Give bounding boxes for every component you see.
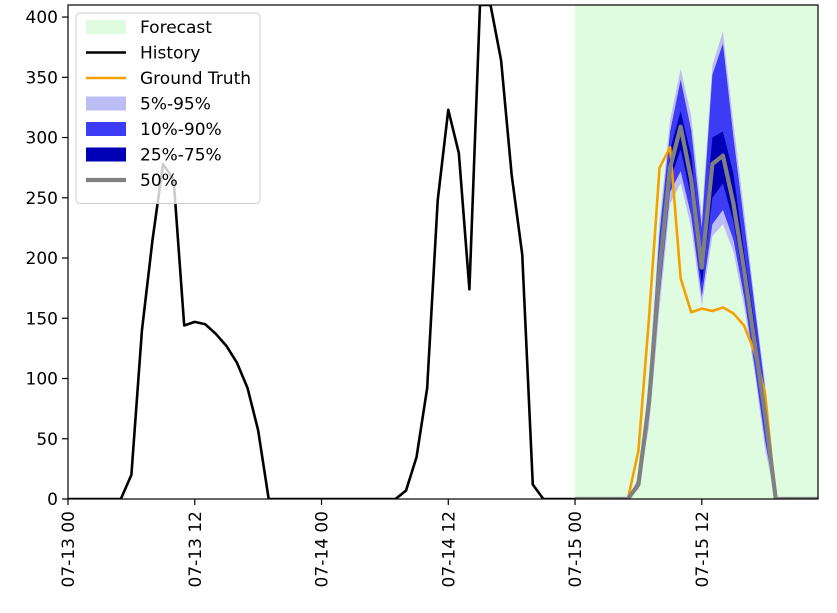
x-tick-label: 07-14 00: [313, 511, 333, 587]
x-tick-label: 07-15 00: [566, 511, 586, 587]
y-tick-label: 300: [26, 129, 58, 149]
x-tick-label: 07-15 12: [693, 511, 713, 587]
series-line-ground-truth: [575, 145, 818, 499]
y-tick-label: 250: [26, 189, 58, 209]
series-line-history: [68, 5, 576, 499]
legend-label-50: 50%: [140, 171, 178, 191]
y-axis: 0 50 100 150 200 250 300 350 400: [26, 8, 68, 510]
y-tick-label: 150: [26, 309, 58, 329]
legend-swatch-5-95: [86, 96, 126, 111]
x-tick-label: 07-13 12: [186, 511, 206, 587]
y-tick-label: 100: [26, 370, 58, 390]
legend-swatch-10-90: [86, 122, 126, 136]
legend-label-history: History: [140, 44, 200, 64]
x-tick-label: 07-14 12: [439, 511, 459, 587]
y-tick-label: 350: [26, 68, 58, 88]
series-lines: [68, 5, 818, 499]
legend-label-10-90: 10%-90%: [140, 120, 222, 140]
y-tick-label: 200: [26, 249, 58, 269]
legend-label-ground-truth: Ground Truth: [140, 69, 251, 89]
y-tick-label: 0: [47, 490, 58, 510]
x-tick-label: 07-13 00: [59, 511, 79, 587]
series-line-50: [575, 124, 818, 499]
legend-label-5-95: 5%-95%: [140, 95, 211, 115]
legend-swatch-forecast: [86, 20, 126, 34]
prediction-bands: [575, 31, 818, 499]
legend-label-25-75: 25%-75%: [140, 146, 222, 166]
legend: Forecast History Ground Truth 5%-95% 10%-90%…: [75, 12, 261, 204]
y-tick-label: 50: [36, 430, 58, 450]
legend-swatch-25-75: [86, 147, 126, 162]
legend-label-forecast: Forecast: [140, 18, 212, 38]
x-axis: 07-13 00 07-13 12 07-14 00 07-14 12 07-15 00…: [59, 499, 713, 587]
y-tick-label: 400: [26, 8, 58, 28]
plot-frame: [67, 4, 819, 500]
